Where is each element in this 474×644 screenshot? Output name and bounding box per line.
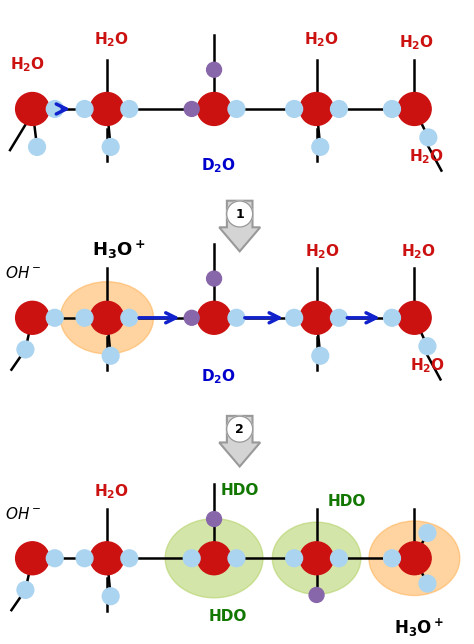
Ellipse shape	[207, 271, 221, 286]
Text: HDO: HDO	[220, 483, 259, 498]
Ellipse shape	[90, 542, 124, 574]
Text: $\mathbf{D_2O}$: $\mathbf{D_2O}$	[201, 367, 236, 386]
Ellipse shape	[286, 550, 302, 567]
Ellipse shape	[102, 138, 119, 155]
Ellipse shape	[383, 100, 401, 117]
Text: $\mathbf{H_2O}$: $\mathbf{H_2O}$	[409, 147, 444, 166]
Ellipse shape	[228, 309, 245, 326]
Ellipse shape	[420, 129, 437, 146]
Ellipse shape	[330, 309, 347, 326]
Text: $\mathbf{D_2O}$: $\mathbf{D_2O}$	[201, 156, 236, 175]
Ellipse shape	[398, 301, 431, 334]
Ellipse shape	[16, 542, 49, 574]
Ellipse shape	[207, 62, 221, 77]
Ellipse shape	[121, 100, 137, 117]
Text: HDO: HDO	[209, 609, 247, 624]
Ellipse shape	[419, 525, 436, 542]
Ellipse shape	[330, 550, 347, 567]
Ellipse shape	[312, 347, 328, 364]
Ellipse shape	[227, 201, 253, 227]
Polygon shape	[219, 416, 260, 466]
Ellipse shape	[272, 522, 361, 594]
Ellipse shape	[16, 93, 49, 126]
Ellipse shape	[207, 511, 221, 527]
Ellipse shape	[369, 521, 460, 596]
Ellipse shape	[46, 100, 63, 117]
Ellipse shape	[102, 347, 119, 364]
Ellipse shape	[197, 301, 231, 334]
Text: $\mathbf{H_2O}$: $\mathbf{H_2O}$	[304, 30, 339, 49]
Ellipse shape	[309, 587, 324, 602]
Ellipse shape	[228, 550, 245, 567]
Ellipse shape	[76, 309, 93, 326]
Text: $OH^-$: $OH^-$	[5, 506, 41, 522]
Ellipse shape	[300, 542, 333, 574]
Ellipse shape	[17, 341, 34, 358]
Text: $\mathbf{H_2O}$: $\mathbf{H_2O}$	[305, 242, 340, 261]
Text: $\mathbf{H_2O}$: $\mathbf{H_2O}$	[94, 482, 129, 501]
Text: 1: 1	[235, 207, 244, 220]
Ellipse shape	[286, 100, 302, 117]
Ellipse shape	[90, 93, 124, 126]
Text: $\mathbf{H_3O^+}$: $\mathbf{H_3O^+}$	[394, 616, 444, 639]
Ellipse shape	[300, 93, 333, 126]
Ellipse shape	[17, 582, 34, 598]
Ellipse shape	[398, 93, 431, 126]
Ellipse shape	[183, 550, 200, 567]
Polygon shape	[219, 201, 260, 251]
Ellipse shape	[398, 542, 431, 574]
Text: $\mathbf{H_3O^+}$: $\mathbf{H_3O^+}$	[92, 238, 146, 261]
Ellipse shape	[60, 281, 154, 354]
Ellipse shape	[76, 550, 93, 567]
Text: $\mathbf{H_2O}$: $\mathbf{H_2O}$	[10, 55, 45, 74]
Ellipse shape	[383, 309, 401, 326]
Text: 2: 2	[235, 422, 244, 436]
Ellipse shape	[300, 301, 333, 334]
Ellipse shape	[76, 100, 93, 117]
Ellipse shape	[312, 138, 328, 155]
Ellipse shape	[16, 301, 49, 334]
Ellipse shape	[419, 575, 436, 592]
Text: HDO: HDO	[328, 494, 366, 509]
Text: $\mathbf{H_2O}$: $\mathbf{H_2O}$	[399, 33, 434, 52]
Ellipse shape	[184, 310, 199, 325]
Ellipse shape	[419, 338, 436, 355]
Ellipse shape	[227, 416, 253, 442]
Ellipse shape	[46, 309, 63, 326]
Ellipse shape	[197, 542, 231, 574]
Ellipse shape	[197, 93, 231, 126]
Ellipse shape	[121, 309, 137, 326]
Ellipse shape	[383, 550, 401, 567]
Text: $OH^-$: $OH^-$	[5, 265, 41, 281]
Ellipse shape	[286, 309, 302, 326]
Ellipse shape	[90, 301, 124, 334]
Ellipse shape	[165, 518, 263, 598]
Ellipse shape	[184, 102, 199, 117]
Text: $\mathbf{H_2O}$: $\mathbf{H_2O}$	[410, 356, 445, 375]
Ellipse shape	[28, 138, 46, 155]
Ellipse shape	[46, 550, 63, 567]
Ellipse shape	[330, 100, 347, 117]
Text: $\mathbf{H_2O}$: $\mathbf{H_2O}$	[94, 30, 129, 49]
Text: $\mathbf{H_2O}$: $\mathbf{H_2O}$	[401, 242, 436, 261]
Ellipse shape	[102, 588, 119, 605]
Ellipse shape	[121, 550, 137, 567]
Ellipse shape	[228, 100, 245, 117]
